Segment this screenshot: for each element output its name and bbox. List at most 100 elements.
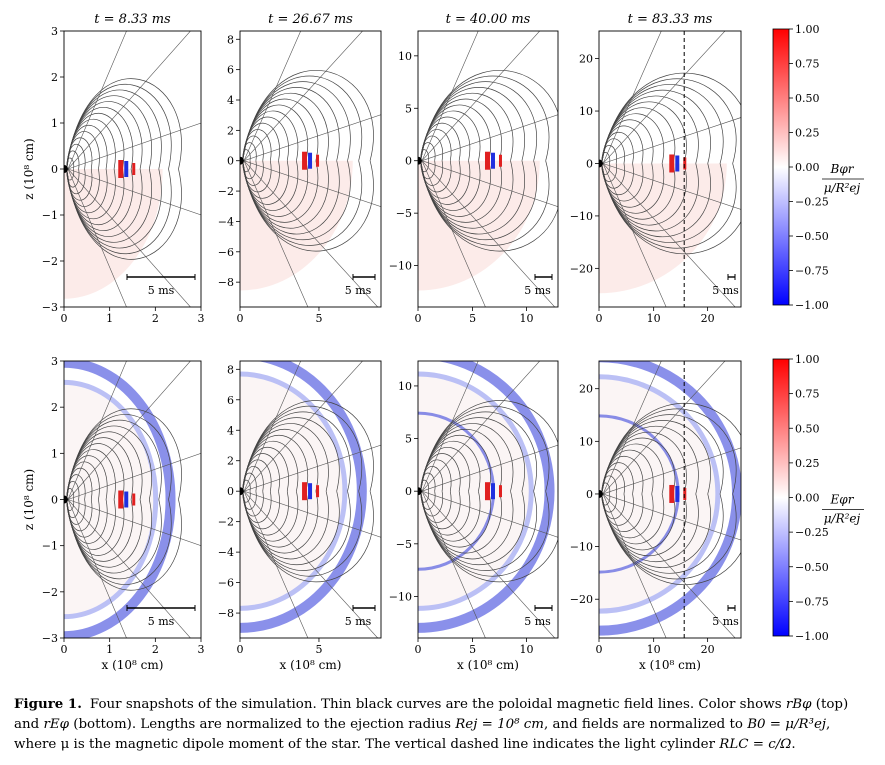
open-field-line bbox=[421, 361, 541, 492]
x-tick-label: 5 bbox=[315, 312, 322, 325]
blue-feature bbox=[490, 152, 495, 169]
colorbar-tick-label: 0.25 bbox=[795, 457, 820, 470]
field-line bbox=[66, 84, 172, 170]
x-tick-label: 1 bbox=[106, 643, 113, 656]
y-tick-label: −6 bbox=[218, 577, 234, 590]
red-feature bbox=[302, 151, 308, 170]
colorbar-tick-label: −0.50 bbox=[795, 230, 829, 243]
open-field-line bbox=[67, 453, 201, 500]
x-tick-label: 5 bbox=[315, 643, 322, 656]
open-field-line bbox=[602, 361, 662, 495]
red-feature bbox=[118, 490, 124, 509]
x-tick-label: 0 bbox=[415, 643, 422, 656]
field-line bbox=[66, 499, 172, 585]
field-line bbox=[66, 499, 182, 591]
colorbar-tick-label: 0.25 bbox=[795, 127, 820, 140]
open-field-line bbox=[67, 361, 127, 500]
panel-frame bbox=[239, 360, 382, 639]
caption-symbol-3: Rej = 10⁸ cm bbox=[455, 717, 544, 732]
panel-ephi-3: 5 ms 0 5 10 10 5 0 −5 −10 bbox=[389, 360, 559, 656]
snapshot-time-title: t = 26.67 ms bbox=[268, 12, 353, 27]
open-field-line bbox=[602, 31, 662, 164]
open-field-line bbox=[243, 361, 363, 492]
y-tick-label: 1 bbox=[51, 447, 58, 460]
open-field-line bbox=[67, 168, 127, 307]
y-tick-label: 2 bbox=[227, 124, 234, 137]
y-tick-label: 0 bbox=[405, 485, 412, 498]
y-tick-label: −2 bbox=[218, 185, 234, 198]
y-tick-label: −10 bbox=[570, 210, 593, 223]
x-tick-label: 2 bbox=[152, 312, 159, 325]
y-tick-label: 6 bbox=[227, 64, 234, 77]
open-field-line bbox=[602, 117, 741, 164]
y-tick-label: −3 bbox=[42, 301, 58, 314]
y-tick-label: −1 bbox=[42, 540, 58, 553]
red-feature bbox=[683, 487, 687, 500]
open-field-line bbox=[421, 490, 556, 638]
scale-bar-label: 5 ms bbox=[524, 284, 551, 297]
y-tick-label: 0 bbox=[586, 157, 593, 170]
open-field-line bbox=[243, 444, 381, 492]
y-tick-label: 5 bbox=[405, 102, 412, 115]
blue-feature bbox=[490, 483, 495, 500]
caption-text-3: (bottom). Lengths are normalized to the … bbox=[69, 717, 456, 732]
y-tick-label: −10 bbox=[389, 590, 412, 603]
open-field-line bbox=[602, 493, 741, 541]
colorbar-tick-label: 0.50 bbox=[795, 92, 820, 105]
scale-bar-label: 5 ms bbox=[712, 615, 739, 628]
y-tick-label: 5 bbox=[405, 433, 412, 446]
field-line bbox=[66, 414, 172, 500]
colorbar-label-denominator: μ/R²ej bbox=[824, 512, 861, 526]
x-tick-label: 0 bbox=[237, 643, 244, 656]
caption-symbol-2: rEφ bbox=[43, 717, 69, 732]
y-tick-label: 2 bbox=[51, 71, 58, 84]
star bbox=[64, 165, 68, 173]
y-tick-label: −10 bbox=[570, 541, 593, 554]
colorbar-tick-label: 0.75 bbox=[795, 388, 820, 401]
scale-bar-label: 5 ms bbox=[345, 284, 372, 297]
y-tick-label: 2 bbox=[51, 401, 58, 414]
open-field-line bbox=[243, 114, 381, 162]
star bbox=[599, 159, 603, 168]
x-tick-label: 0 bbox=[596, 312, 603, 325]
scale-bar-label: 5 ms bbox=[712, 284, 739, 297]
colorbar-tick-label: 1.00 bbox=[795, 23, 820, 36]
y-tick-label: −8 bbox=[218, 276, 234, 289]
y-tick-label: 8 bbox=[227, 33, 234, 46]
y-tick-label: −20 bbox=[570, 262, 593, 275]
red-feature bbox=[132, 163, 136, 175]
open-field-line bbox=[243, 490, 381, 538]
panel-bphi-4: 5 ms 0 10 20 20 10 0 −10 −20 bbox=[570, 30, 742, 325]
blue-feature bbox=[308, 152, 313, 169]
panel-bphi-3: 5 ms 0 5 10 10 5 0 −5 −10 bbox=[389, 30, 559, 325]
y-tick-label: −1 bbox=[42, 209, 58, 222]
field-line bbox=[420, 491, 525, 566]
x-tick-label: 10 bbox=[647, 312, 661, 325]
panel-frame bbox=[417, 360, 559, 639]
red-tint-region bbox=[240, 160, 353, 291]
y-tick-label: 0 bbox=[51, 494, 58, 507]
y-tick-label: 10 bbox=[398, 50, 412, 63]
open-field-line bbox=[67, 499, 201, 546]
snapshot-time-title: t = 8.33 ms bbox=[94, 12, 171, 27]
y-axis-label: z (10⁸ cm) bbox=[22, 138, 36, 200]
scale-bar-label: 5 ms bbox=[148, 615, 175, 628]
star bbox=[240, 487, 244, 496]
open-field-line bbox=[421, 444, 558, 492]
scale-bar-label: 5 ms bbox=[524, 615, 551, 628]
open-field-line bbox=[421, 114, 558, 162]
red-feature bbox=[498, 154, 502, 167]
open-field-line bbox=[243, 361, 301, 492]
caption-symbol-5: RLC = c/Ω bbox=[719, 737, 792, 752]
scale-bar-label: 5 ms bbox=[148, 284, 175, 297]
colorbar-tick-label: −1.00 bbox=[795, 630, 829, 643]
x-tick-label: 10 bbox=[520, 312, 534, 325]
open-field-line bbox=[602, 31, 726, 164]
y-tick-label: 10 bbox=[579, 435, 593, 448]
y-tick-label: 10 bbox=[398, 380, 412, 393]
y-tick-label: 20 bbox=[579, 383, 593, 396]
colorbar-tick-label: 0.50 bbox=[795, 422, 820, 435]
x-axis-label: x (10⁸ cm) bbox=[639, 658, 701, 672]
open-field-line bbox=[421, 361, 479, 492]
